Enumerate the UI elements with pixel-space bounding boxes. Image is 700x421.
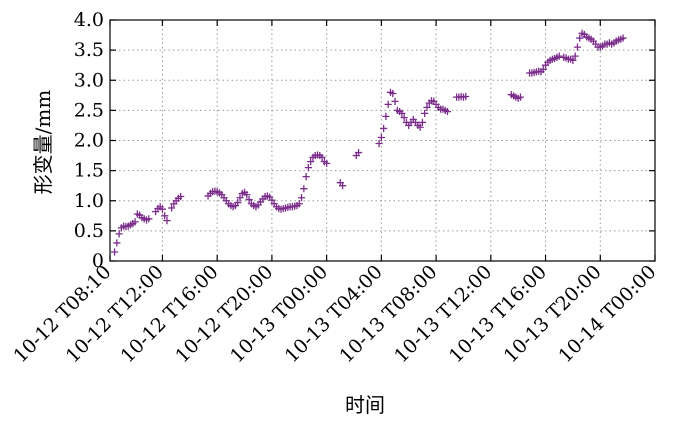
- x-axis-title: 时间: [345, 393, 385, 417]
- data-point: [389, 89, 397, 98]
- y-tick-labels: 0 0.5 1.0 1.5 2.0 2.5 3.0 3.5 4.0: [74, 9, 104, 272]
- data-point: [516, 93, 525, 101]
- data-point: [571, 52, 579, 60]
- data-point: [110, 248, 119, 256]
- x-tick-label: 10-12 T20:00: [171, 261, 277, 367]
- data-point: [323, 159, 331, 167]
- data-point: [243, 191, 251, 199]
- data-point: [418, 118, 427, 127]
- data-point: [302, 173, 310, 181]
- data-point: [234, 198, 242, 207]
- data-point: [295, 200, 303, 208]
- y-tick-label: 4.0: [74, 9, 104, 31]
- x-tick-label: 10-12 T16:00: [116, 261, 222, 367]
- y-tick-label: 0.5: [74, 220, 104, 242]
- x-tick-label: 10-13 T16:00: [445, 261, 551, 367]
- data-point: [158, 205, 167, 213]
- x-tick-label: 10-13 T04:00: [281, 261, 387, 367]
- data-point: [391, 97, 399, 105]
- data-point: [377, 133, 385, 142]
- data-point: [268, 196, 276, 204]
- data-point: [382, 112, 390, 120]
- data-point: [400, 114, 408, 122]
- data-point: [384, 100, 392, 108]
- data-point: [380, 124, 388, 133]
- grid: [110, 20, 655, 261]
- data-point: [338, 182, 347, 190]
- data-point: [161, 212, 169, 220]
- y-axis-title: 形变量/mm: [31, 90, 55, 195]
- data-point: [573, 43, 582, 51]
- y-tick-label: 3.0: [74, 69, 104, 91]
- tick-marks: [109, 19, 656, 262]
- data-point: [539, 65, 547, 74]
- data-point: [131, 218, 139, 226]
- x-tick-label: 10-13 T08:00: [335, 261, 441, 367]
- x-tick-label: 10-14 T00:00: [554, 261, 660, 367]
- data-point: [113, 239, 121, 247]
- data-point: [318, 153, 326, 161]
- y-tick-label: 2.0: [74, 130, 104, 152]
- data-point: [304, 164, 312, 172]
- data-points: [110, 29, 627, 256]
- x-tick-label: 10-13 T00:00: [226, 261, 332, 367]
- data-point: [177, 192, 185, 201]
- data-point: [163, 217, 171, 225]
- data-point: [576, 34, 584, 42]
- data-point: [416, 123, 424, 131]
- data-point: [300, 185, 308, 193]
- data-point: [569, 56, 577, 64]
- x-tick-label: 10-13 T20:00: [500, 261, 606, 367]
- data-point: [443, 107, 452, 116]
- data-point: [462, 92, 470, 101]
- data-point: [421, 109, 429, 117]
- data-point: [145, 215, 153, 223]
- y-tick-label: 3.5: [74, 39, 104, 61]
- y-tick-label: 0: [92, 250, 104, 272]
- data-point: [115, 230, 123, 238]
- x-tick-label: 10-13 T12:00: [390, 261, 496, 367]
- y-tick-label: 1.0: [74, 190, 104, 212]
- data-point: [307, 157, 315, 166]
- data-point: [167, 204, 176, 212]
- data-point: [236, 194, 244, 202]
- data-point: [555, 52, 563, 60]
- y-tick-label: 2.5: [74, 99, 104, 121]
- data-point: [619, 34, 627, 42]
- y-tick-label: 1.5: [74, 160, 104, 182]
- data-point: [297, 194, 306, 202]
- data-point: [398, 109, 406, 117]
- data-point: [245, 195, 253, 204]
- data-point: [375, 139, 383, 148]
- data-point: [354, 148, 363, 157]
- data-point: [423, 103, 431, 111]
